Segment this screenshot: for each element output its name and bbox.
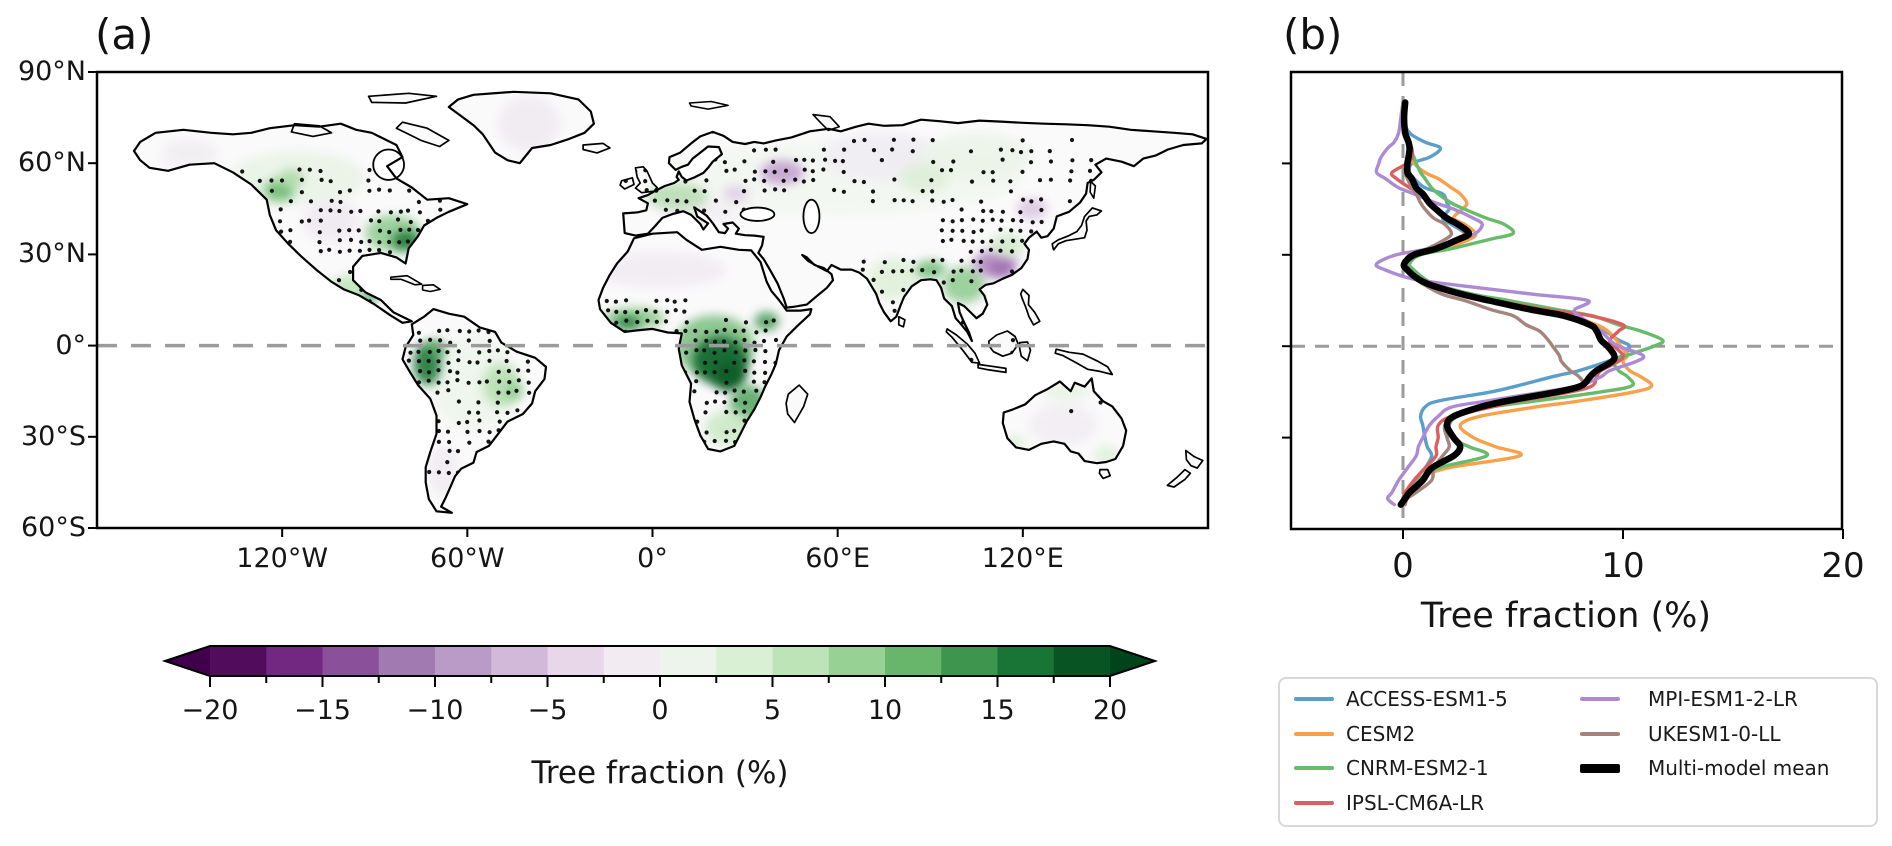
colorbar-tick-label: −10 [406, 695, 464, 726]
coastline [367, 92, 438, 104]
map-lon-tick-label: 120°E [981, 543, 1064, 574]
legend-swatch-IPSL-CM6A-LR [1294, 800, 1334, 805]
coastline [395, 121, 450, 148]
map-shading [161, 96, 1119, 495]
coastline [1089, 180, 1097, 199]
coastline [634, 165, 658, 194]
legend-swatch-Multi-model mean [1580, 763, 1620, 773]
legend-label: UKESM1-0-LL [1648, 721, 1781, 746]
coastline [390, 274, 423, 286]
coastline [401, 308, 548, 514]
coastline [582, 142, 611, 154]
coastline [421, 284, 441, 293]
legend-swatch-CNRM-ESM2-1 [1294, 766, 1334, 770]
series-MPI-ESM1-2-LR [1374, 100, 1646, 507]
colorbar [161, 645, 1159, 687]
colorbar-tick-label: 0 [651, 695, 669, 726]
legend-label: Multi-model mean [1648, 756, 1830, 780]
coastline [988, 330, 1020, 358]
legend-swatch-CESM2 [1294, 731, 1334, 736]
map-lon-tick-label: 120°W [236, 543, 329, 574]
map-lat-tick-label: 60°S [21, 512, 86, 543]
map-lon-tick-label: 60°E [805, 543, 871, 574]
coastline [1184, 449, 1204, 469]
coastline [132, 122, 469, 324]
map-lon-tick-label: 60°W [430, 543, 505, 574]
coastline [1098, 468, 1112, 480]
colorbar-title: Tree fraction (%) [531, 755, 789, 791]
series-CNRM-ESM2-1 [1401, 100, 1665, 507]
legend: ACCESS-ESM1-5 CESM2 CNRM-ESM2-1 IPSL-CM6A-L… [1278, 677, 1878, 827]
coastline [447, 90, 595, 165]
legend-swatch-MPI-ESM1-2-LR [1580, 697, 1620, 701]
coastline [688, 100, 729, 110]
colorbar-tick-label: −5 [527, 695, 568, 726]
colorbar-tick-label: 20 [1092, 695, 1128, 726]
map-stippling [240, 137, 1103, 476]
colorbar-tick-label: −15 [294, 695, 351, 726]
coastline [977, 363, 1007, 374]
lake-outline [802, 198, 821, 235]
panel-b-label: (b) [1283, 10, 1343, 59]
chart-x-tick-label: 0 [1392, 546, 1414, 586]
coastline [785, 384, 809, 424]
colorbar-tick-label: 5 [763, 695, 782, 726]
colorbar-tick-label: 15 [980, 695, 1015, 726]
colorbar-tick-label: −20 [181, 695, 239, 726]
coastline [1018, 341, 1032, 362]
panel-a-label: (a) [95, 10, 154, 59]
map-lat-tick-label: 60°N [17, 147, 86, 179]
coastline [812, 113, 840, 132]
coastline [597, 231, 813, 453]
map-lat-tick-label: 90°N [17, 56, 86, 87]
series-Multi-model mean [1397, 99, 1618, 508]
chart-x-tick-label: 20 [1821, 546, 1865, 586]
map-lon-tick-label: 0° [637, 543, 668, 574]
legend-swatch-UKESM1-0-LL [1580, 731, 1620, 736]
legend-label: IPSL-CM6A-LR [1346, 790, 1485, 815]
legend-label: ACCESS-ESM1-5 [1346, 687, 1508, 711]
coastline [945, 328, 981, 365]
map-lat-tick-label: 30°S [21, 420, 86, 452]
chart-frame [1289, 70, 1844, 531]
coastline [1054, 348, 1114, 376]
lake-outline [739, 206, 776, 222]
coastline [1166, 468, 1192, 488]
chart-x-tick-label: 10 [1601, 546, 1645, 586]
legend-label: MPI-ESM1-2-LR [1648, 687, 1798, 711]
panel-b-xlabel: Tree fraction (%) [1420, 596, 1712, 636]
legend-label: CNRM-ESM2-1 [1346, 756, 1489, 780]
colorbar-tick-label: 10 [867, 695, 903, 726]
legend-swatch-ACCESS-ESM1-5 [1294, 697, 1334, 701]
coastline [897, 315, 906, 328]
coastline [1051, 207, 1103, 251]
map-lat-tick-label: 30°N [17, 238, 86, 270]
coastline [290, 122, 333, 138]
coastline [619, 176, 635, 190]
coastline [622, 118, 1208, 343]
zonal-mean-chart [1282, 70, 1844, 539]
world-map [97, 90, 1208, 514]
coastline [1019, 288, 1041, 326]
coastline [1001, 377, 1128, 465]
legend-label: CESM2 [1346, 721, 1416, 746]
map-lat-tick-label: 0° [55, 329, 86, 361]
